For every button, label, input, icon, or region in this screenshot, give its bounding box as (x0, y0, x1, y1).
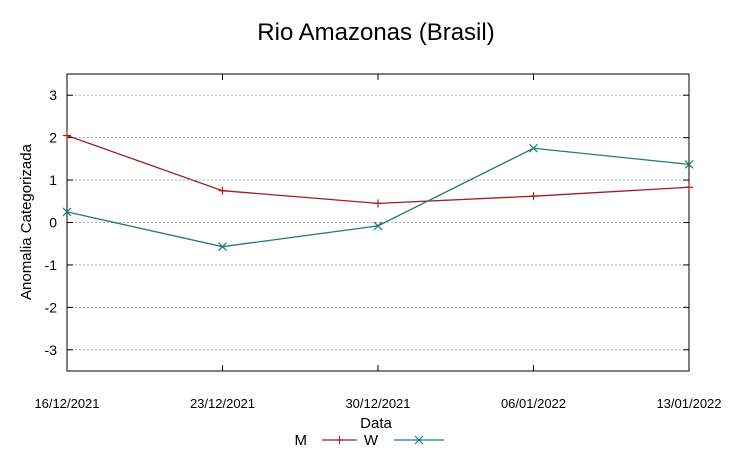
data-point-w (529, 143, 538, 153)
data-point-m (218, 186, 227, 195)
data-point-m (63, 131, 71, 140)
x-tick-label: 13/01/2022 (656, 396, 721, 411)
y-tick-label: 1 (49, 172, 57, 188)
grid-lines (67, 94, 689, 351)
y-tick-label: 0 (49, 215, 57, 231)
data-point-w (373, 221, 383, 231)
data-point-m (529, 192, 538, 201)
y-axis-label: Anomalia Categorizada (18, 143, 35, 300)
x-axis-label: Data (360, 415, 392, 432)
y-tick-label: -2 (45, 299, 58, 315)
x-tick-label: 06/01/2022 (501, 396, 566, 411)
data-point-w (684, 159, 694, 169)
x-tick-label: 30/12/2021 (345, 396, 410, 411)
series-layer (62, 131, 694, 252)
legend-label-m: M (295, 432, 308, 449)
y-tick-label: -3 (45, 342, 58, 358)
chart-title: Rio Amazonas (Brasil) (257, 19, 494, 46)
data-point-m (374, 199, 382, 208)
legend-marker-m (335, 436, 344, 444)
series-line-w (66, 147, 690, 248)
x-tick-label: 16/12/2021 (34, 396, 99, 411)
legend-marker-w (414, 435, 424, 445)
axis-ticks: -3 -2 -1 0 1 2 3 16/12/2021 23/12/2021 30/12/2021… (34, 74, 722, 411)
data-point-w (62, 207, 72, 217)
y-tick-label: 3 (49, 87, 57, 103)
series-line-m (66, 134, 690, 205)
data-point-m (685, 183, 693, 192)
y-tick-label: -1 (45, 257, 58, 273)
legend-label-w: W (364, 432, 379, 449)
data-point-w (218, 242, 227, 252)
x-tick-label: 23/12/2021 (190, 396, 255, 411)
y-tick-label: 2 (49, 130, 57, 146)
